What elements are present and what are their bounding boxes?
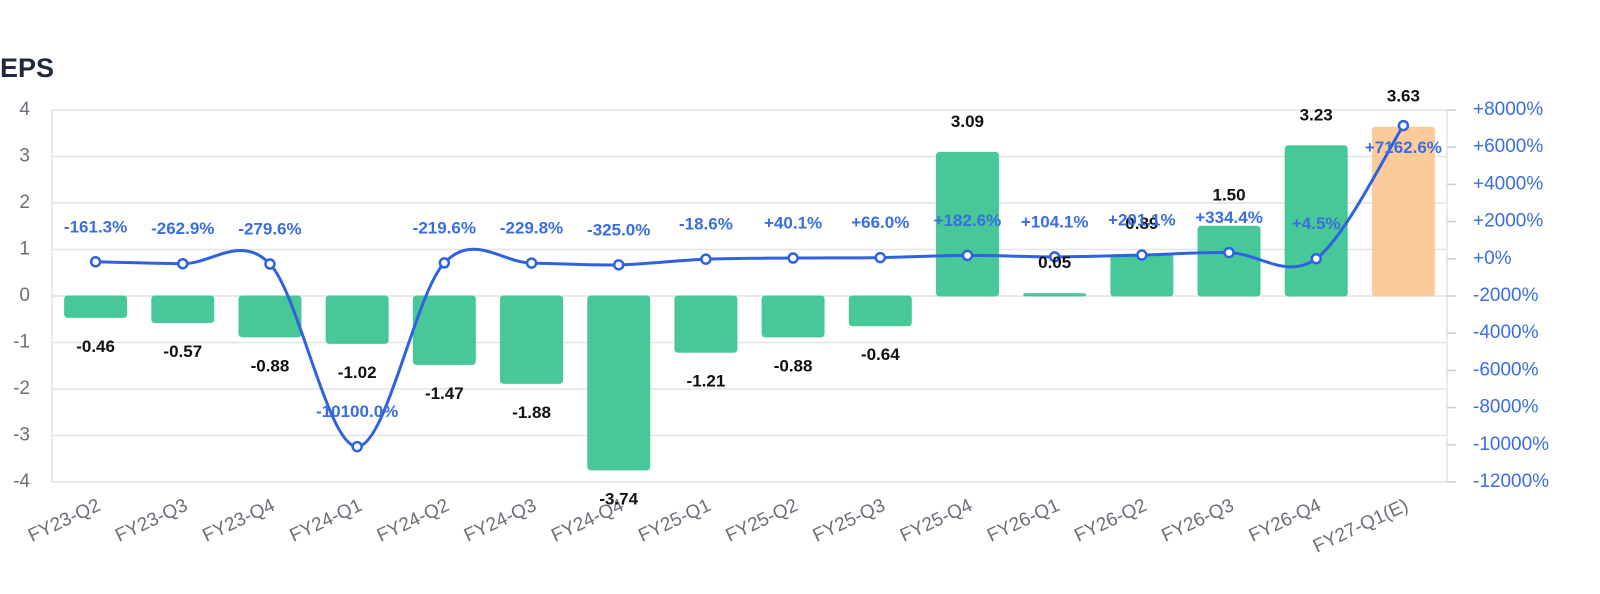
bar-value-label: 3.63 — [1387, 87, 1420, 106]
bar — [64, 295, 128, 318]
bar-value-label: -0.88 — [774, 356, 813, 375]
bar — [761, 295, 825, 338]
bar-value-label: -0.64 — [861, 345, 900, 364]
y2-tick-label: +2000% — [1473, 211, 1543, 232]
bar — [1023, 293, 1087, 297]
growth-label: +334.4% — [1195, 208, 1263, 227]
y2-tick-label: -10000% — [1473, 434, 1549, 455]
growth-label: +4.5% — [1292, 214, 1341, 233]
growth-label: -279.6% — [238, 219, 301, 238]
bar — [1110, 254, 1174, 297]
bars — [64, 126, 1435, 471]
y2-tick-label: -6000% — [1473, 359, 1539, 380]
y2-tick-label: -8000% — [1473, 397, 1539, 418]
growth-point — [700, 253, 712, 265]
y-tick-label: -1 — [13, 332, 30, 353]
bar-value-label: 1.50 — [1212, 186, 1245, 205]
bar — [848, 295, 912, 327]
line-layer — [89, 119, 1410, 453]
y2-tick-label: +4000% — [1473, 173, 1543, 194]
y-tick-label: 1 — [19, 239, 30, 260]
y-tick-label: -3 — [13, 425, 30, 446]
growth-point — [961, 249, 974, 262]
growth-label: -219.6% — [413, 218, 476, 237]
bar-value-label: -1.21 — [687, 372, 726, 391]
bar-value-label: -0.88 — [251, 356, 290, 375]
bar-value-label: 3.23 — [1300, 105, 1333, 124]
growth-point — [612, 259, 625, 271]
bar — [325, 295, 389, 344]
y2-tick-label: +0% — [1473, 248, 1512, 269]
y-tick-label: 3 — [19, 146, 30, 167]
x-tick-label: FY24-Q3 — [461, 495, 540, 547]
x-tick-label: FY26-Q1 — [984, 495, 1063, 547]
x-tick-label: FY26-Q2 — [1071, 495, 1150, 547]
x-tick-label: FY26-Q3 — [1159, 495, 1238, 547]
growth-point — [264, 258, 276, 270]
growth-point — [1397, 119, 1410, 132]
bar-value-label: -1.47 — [425, 384, 464, 403]
bar — [1197, 225, 1261, 297]
y-tick-label: 0 — [19, 285, 30, 306]
growth-point — [438, 257, 451, 269]
bar-value-label: 0.05 — [1038, 253, 1071, 272]
x-tick-label: FY25-Q4 — [897, 495, 976, 547]
y-tick-label: 2 — [19, 192, 30, 213]
y2-tick-label: -4000% — [1473, 322, 1539, 343]
bar — [151, 295, 215, 324]
growth-point — [1310, 252, 1322, 265]
growth-label: +201.1% — [1108, 211, 1176, 230]
y2-tick-label: -12000% — [1473, 471, 1549, 492]
bar-value-label: -0.46 — [76, 337, 115, 356]
growth-point — [351, 440, 363, 453]
bar — [500, 295, 564, 384]
bar-value-label: 3.09 — [951, 112, 984, 131]
growth-label: +7162.6% — [1365, 138, 1442, 157]
x-tick-label: FY25-Q2 — [723, 495, 802, 547]
y2-tick-label: -2000% — [1473, 285, 1539, 306]
growth-label: -161.3% — [64, 217, 127, 236]
y2-tick-label: +8000% — [1473, 99, 1543, 120]
bar-value-label: -1.02 — [338, 363, 377, 382]
bar-value-label: -1.88 — [512, 403, 551, 422]
y-tick-label: 4 — [19, 99, 30, 120]
bar — [674, 295, 738, 353]
bar-value-label: 0.89 — [1125, 214, 1158, 233]
growth-label: -229.8% — [500, 219, 563, 238]
growth-label: -10100.0% — [316, 402, 398, 421]
x-tick-label: FY23-Q2 — [25, 495, 104, 547]
y2-tick-label: +6000% — [1473, 136, 1543, 157]
growth-point — [787, 252, 799, 264]
growth-label: -262.9% — [151, 219, 214, 238]
growth-point — [525, 257, 538, 269]
x-tick-label: FY23-Q4 — [199, 495, 278, 547]
growth-point — [1048, 251, 1061, 263]
growth-label: -18.6% — [679, 215, 733, 234]
y-tick-label: -2 — [13, 378, 30, 399]
growth-point — [1136, 249, 1148, 261]
x-tick-label: FY23-Q3 — [112, 495, 191, 547]
bar — [935, 151, 999, 297]
growth-point — [1223, 246, 1235, 259]
y-tick-label: -4 — [13, 471, 30, 492]
bar-value-label: -3.74 — [599, 489, 638, 508]
x-tick-label: FY25-Q1 — [635, 495, 714, 547]
bar-value-label: -0.57 — [163, 342, 202, 361]
growth-label: -325.0% — [587, 220, 650, 239]
bar — [587, 295, 651, 471]
growth-point — [874, 251, 887, 264]
x-tick-label: FY24-Q2 — [374, 495, 453, 547]
growth-label: +182.6% — [934, 211, 1002, 230]
growth-point — [177, 257, 189, 270]
chart-title: EPS — [0, 53, 54, 83]
growth-label: +104.1% — [1021, 212, 1089, 231]
bar — [238, 295, 302, 338]
growth-label: +66.0% — [851, 213, 909, 232]
x-tick-label: FY25-Q3 — [810, 495, 889, 547]
x-tick-label: FY24-Q1 — [287, 495, 366, 547]
growth-point — [89, 256, 102, 268]
x-tick-label: FY27-Q1(E) — [1310, 495, 1412, 557]
growth-label: +40.1% — [764, 214, 822, 233]
